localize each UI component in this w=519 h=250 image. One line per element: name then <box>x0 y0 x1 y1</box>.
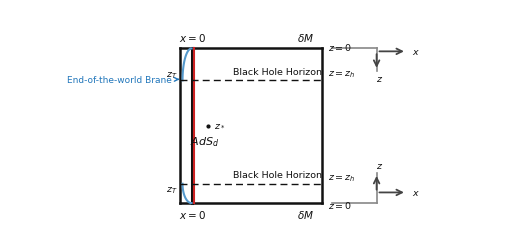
Text: Black Hole Horizon: Black Hole Horizon <box>233 170 322 179</box>
Text: $z_T$: $z_T$ <box>166 184 177 195</box>
Text: $z_*$: $z_*$ <box>214 121 225 130</box>
Text: $z= 0$: $z= 0$ <box>327 200 351 211</box>
Text: End-of-the-world Brane: End-of-the-world Brane <box>67 76 178 84</box>
Text: $\delta M$: $\delta M$ <box>297 209 315 220</box>
Text: $x = 0$: $x = 0$ <box>179 32 206 44</box>
Text: Black Hole Horizon: Black Hole Horizon <box>233 67 322 76</box>
Text: $z= z_h$: $z= z_h$ <box>327 172 355 183</box>
Text: $z$: $z$ <box>376 74 384 83</box>
Text: $x$: $x$ <box>412 48 419 56</box>
Text: $z_T$: $z_T$ <box>166 70 177 80</box>
Text: $\delta M$: $\delta M$ <box>297 32 315 44</box>
Text: $AdS_d$: $AdS_d$ <box>189 135 219 148</box>
Text: $z= 0$: $z= 0$ <box>329 42 352 53</box>
Text: $x = 0$: $x = 0$ <box>179 209 206 220</box>
Text: $z$: $z$ <box>376 162 384 170</box>
Text: $z= z_h$: $z= z_h$ <box>327 70 355 80</box>
Text: $x$: $x$ <box>412 188 419 197</box>
